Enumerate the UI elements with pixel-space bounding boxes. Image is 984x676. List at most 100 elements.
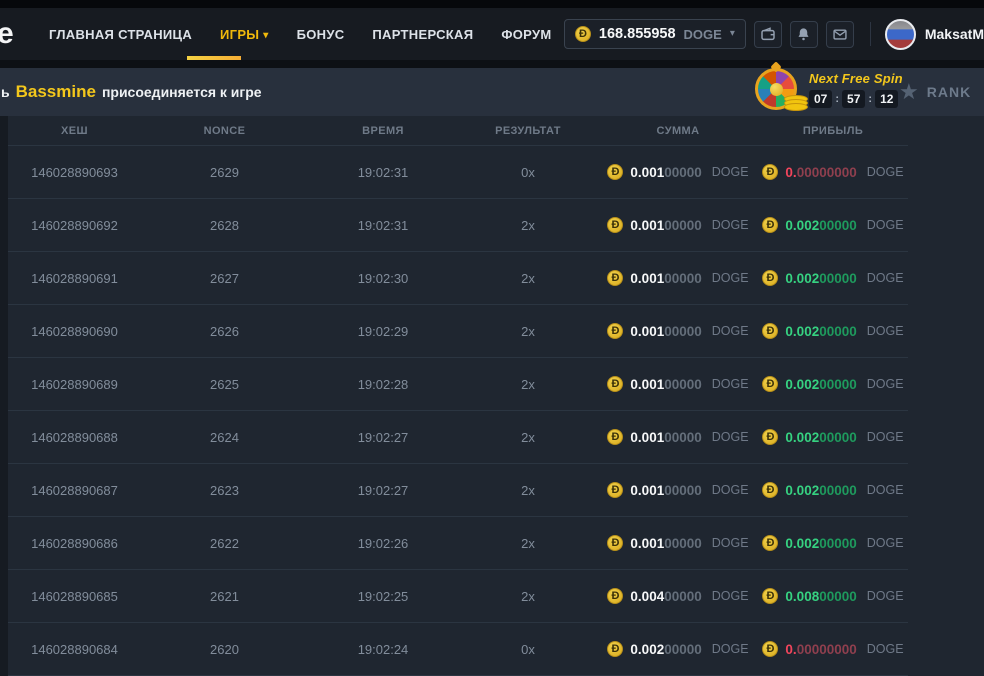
doge-coin-icon: Đ bbox=[607, 217, 624, 233]
nav-item-bonus[interactable]: БОНУС bbox=[296, 26, 345, 42]
hash-cell: 146028890685 bbox=[31, 588, 118, 604]
profit-currency: DOGE bbox=[866, 218, 904, 232]
nonce-cell: 2624 bbox=[210, 429, 239, 445]
time-cell: 19:02:28 bbox=[357, 376, 409, 392]
bet-amount: 0.00100000 bbox=[630, 483, 701, 498]
hash-cell: 146028890691 bbox=[31, 270, 118, 286]
nav-item-affiliate[interactable]: ПАРТНЕРСКАЯ bbox=[372, 26, 474, 42]
bet-zeros: 00000 bbox=[664, 270, 702, 286]
balance-amount: 168.855958 bbox=[598, 26, 676, 42]
doge-coin-icon: Đ bbox=[607, 323, 624, 339]
nav-item-games[interactable]: ИГРЫ ▾ bbox=[220, 26, 269, 42]
table-row: 146028890693 2629 19:02:31 0x Đ 0.001000… bbox=[8, 146, 908, 199]
site-logo[interactable]: e bbox=[0, 17, 14, 50]
bet-currency: DOGE bbox=[711, 218, 749, 232]
bet-zeros: 00000 bbox=[664, 535, 702, 551]
bet-amount-cell: Đ 0.00100000 DOGE bbox=[598, 482, 758, 498]
doge-coin-icon: Đ bbox=[607, 376, 624, 392]
bet-amount-cell: Đ 0.00100000 DOGE bbox=[598, 270, 758, 286]
notifications-button[interactable] bbox=[789, 20, 818, 48]
nav-item-forum[interactable]: ФОРУМ bbox=[501, 26, 552, 42]
nonce-cell: 2628 bbox=[210, 217, 239, 233]
table-header-row: ХЕШ NONCE ВРЕМЯ РЕЗУЛЬТАТ СУММА ПРИБЫЛЬ bbox=[8, 116, 908, 146]
profit-main: 0. bbox=[785, 641, 797, 657]
profit-zeros: 00000000 bbox=[796, 641, 857, 657]
hash-cell: 146028890688 bbox=[31, 429, 118, 445]
hash-cell: 146028890690 bbox=[31, 323, 118, 339]
profit-main: 0.002 bbox=[785, 535, 820, 551]
table-row: 146028890684 2620 19:02:24 0x Đ 0.002000… bbox=[8, 623, 908, 676]
profit-zeros: 00000 bbox=[819, 482, 857, 498]
time-cell: 19:02:24 bbox=[357, 641, 409, 657]
free-spin-widget[interactable]: Next Free Spin 07 : 57 : 12 bbox=[755, 61, 903, 111]
time-cell: 19:02:31 bbox=[357, 217, 409, 233]
table-row: 146028890686 2622 19:02:26 2x Đ 0.001000… bbox=[8, 517, 908, 570]
profit-amount: 0.00000000 bbox=[785, 642, 856, 657]
bet-zeros: 00000 bbox=[664, 164, 702, 180]
result-cell: 2x bbox=[521, 323, 535, 339]
profit-amount: 0.00200000 bbox=[785, 430, 856, 445]
nonce-cell: 2626 bbox=[210, 323, 239, 339]
bet-amount: 0.00100000 bbox=[630, 536, 701, 551]
timer-colon: : bbox=[835, 93, 840, 105]
bet-amount: 0.00100000 bbox=[630, 324, 701, 339]
profit-amount: 0.00200000 bbox=[785, 218, 856, 233]
time-cell: 19:02:27 bbox=[357, 482, 409, 498]
caret-down-icon: ▾ bbox=[729, 27, 735, 39]
rank-button[interactable]: ★ RANK bbox=[899, 68, 971, 116]
bet-zeros: 00000 bbox=[664, 217, 702, 233]
notification-username-link[interactable]: Bassmine bbox=[15, 82, 96, 101]
bet-main: 0.001 bbox=[630, 323, 665, 339]
wallet-button[interactable] bbox=[753, 20, 782, 48]
profit-main: 0.002 bbox=[785, 376, 820, 392]
bet-main: 0.001 bbox=[630, 164, 665, 180]
bet-amount: 0.00400000 bbox=[630, 589, 701, 604]
bet-currency: DOGE bbox=[711, 483, 749, 497]
profit-zeros: 00000 bbox=[819, 588, 857, 604]
profit-main: 0.002 bbox=[785, 482, 820, 498]
spin-wheel-icon bbox=[755, 61, 808, 111]
profit-amount-cell: Đ 0.00000000 DOGE bbox=[758, 164, 908, 180]
bet-main: 0.001 bbox=[630, 535, 665, 551]
result-cell: 2x bbox=[521, 588, 535, 604]
nav-item-home[interactable]: ГЛАВНАЯ СТРАНИЦА bbox=[49, 26, 193, 42]
time-cell: 19:02:30 bbox=[357, 270, 409, 286]
username-label[interactable]: MaksatM bbox=[924, 26, 984, 42]
col-header-profit: ПРИБЫЛЬ bbox=[802, 124, 864, 137]
profit-amount: 0.00200000 bbox=[785, 483, 856, 498]
bet-zeros: 00000 bbox=[664, 641, 702, 657]
bet-currency: DOGE bbox=[711, 589, 749, 603]
rank-label: RANK bbox=[926, 84, 972, 100]
wallet-icon bbox=[761, 27, 775, 41]
profit-main: 0.002 bbox=[785, 323, 820, 339]
result-cell: 2x bbox=[521, 482, 535, 498]
bet-currency: DOGE bbox=[711, 324, 749, 338]
col-header-hash: ХЕШ bbox=[61, 124, 88, 137]
doge-coin-icon: Đ bbox=[762, 323, 779, 339]
result-cell: 2x bbox=[521, 217, 535, 233]
doge-coin-icon: Đ bbox=[762, 535, 779, 551]
profit-amount: 0.00200000 bbox=[785, 324, 856, 339]
profit-amount-cell: Đ 0.00200000 DOGE bbox=[758, 217, 908, 233]
profit-amount-cell: Đ 0.00200000 DOGE bbox=[758, 535, 908, 551]
result-cell: 2x bbox=[521, 429, 535, 445]
result-cell: 2x bbox=[521, 270, 535, 286]
coins-icon bbox=[784, 95, 810, 111]
doge-coin-icon: Đ bbox=[607, 270, 624, 286]
table-row: 146028890689 2625 19:02:28 2x Đ 0.001000… bbox=[8, 358, 908, 411]
timer-minutes: 57 bbox=[842, 90, 866, 108]
result-cell: 0x bbox=[521, 164, 535, 180]
profit-currency: DOGE bbox=[866, 165, 904, 179]
doge-coin-icon: Đ bbox=[607, 429, 624, 445]
result-cell: 0x bbox=[521, 641, 535, 657]
profit-amount-cell: Đ 0.00800000 DOGE bbox=[758, 588, 908, 604]
bet-main: 0.004 bbox=[630, 588, 665, 604]
hash-cell: 146028890687 bbox=[31, 482, 118, 498]
top-strip bbox=[0, 0, 984, 8]
bet-zeros: 00000 bbox=[664, 376, 702, 392]
messages-button[interactable] bbox=[825, 20, 854, 48]
spin-info: Next Free Spin 07 : 57 : 12 bbox=[809, 71, 903, 110]
balance-dropdown[interactable]: Đ 168.855958 DOGE ▾ bbox=[563, 19, 746, 49]
timer-hours: 07 bbox=[809, 90, 833, 108]
user-avatar[interactable] bbox=[884, 18, 916, 50]
